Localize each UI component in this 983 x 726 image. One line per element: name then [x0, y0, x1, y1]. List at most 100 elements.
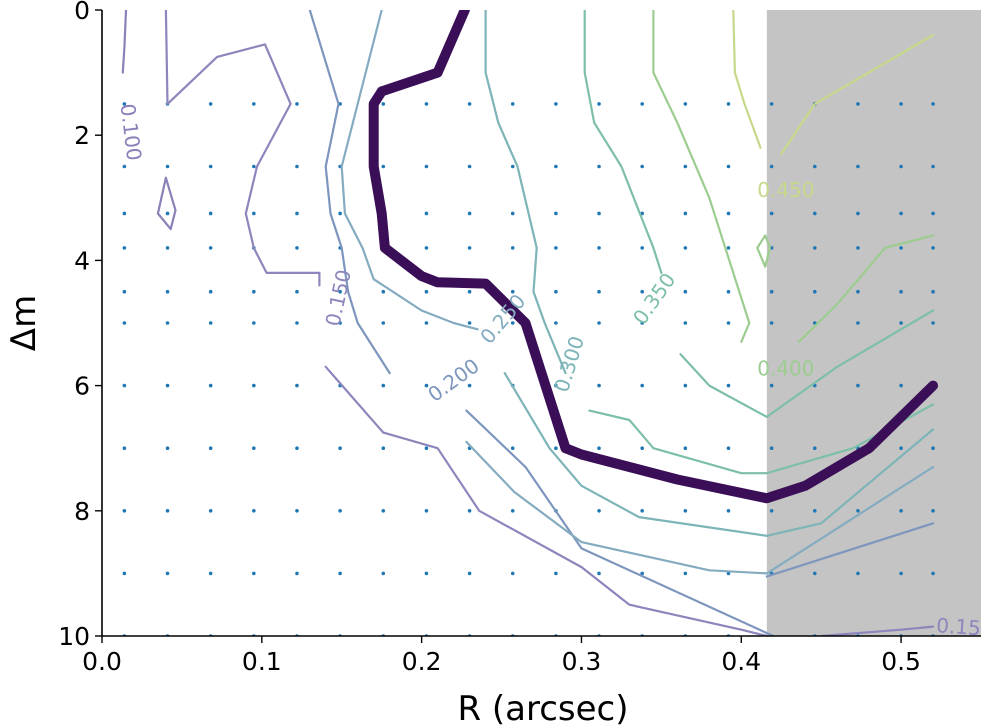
grid-point: [467, 321, 472, 325]
grid-point: [295, 211, 299, 216]
grid-point: [424, 321, 429, 325]
grid-point: [726, 289, 731, 294]
grid-point: [640, 289, 644, 294]
grid-point: [338, 321, 342, 325]
grid-point: [683, 571, 688, 576]
contour-line: [465, 440, 768, 575]
grid-point: [899, 164, 903, 169]
grid-point: [122, 102, 127, 106]
grid-point: [640, 509, 644, 513]
contour-line: [756, 234, 772, 268]
grid-point: [165, 509, 170, 513]
grid-point: [510, 211, 515, 216]
grid-point: [812, 509, 817, 513]
grid-point: [554, 102, 558, 106]
grid-point: [597, 246, 601, 250]
grid-point: [252, 321, 256, 325]
y-tick-label: 8: [74, 497, 90, 526]
grid-point: [252, 102, 256, 106]
grid-point: [726, 164, 731, 169]
y-tick-label: 2: [74, 121, 90, 150]
grid-point: [683, 509, 688, 513]
grid-point: [899, 383, 903, 388]
grid-point: [295, 446, 299, 451]
grid-point: [856, 246, 860, 250]
grid-point: [467, 102, 472, 106]
grid-point: [640, 571, 644, 576]
contour-line: [156, 176, 177, 231]
grid-point: [424, 102, 429, 106]
grid-point: [597, 571, 601, 576]
grid-point: [554, 289, 558, 294]
grid-point: [467, 164, 472, 169]
grid-point: [467, 383, 472, 388]
grid-point: [424, 446, 429, 451]
grid-point: [208, 246, 213, 250]
grid-point: [726, 571, 731, 576]
grid-point: [510, 164, 515, 169]
grid-point: [554, 383, 558, 388]
grid-point: [931, 289, 935, 294]
grid-point: [554, 571, 558, 576]
grid-point: [424, 246, 429, 250]
grid-point: [295, 571, 299, 576]
grid-point: [899, 211, 903, 216]
grid-point: [424, 289, 429, 294]
grid-point: [208, 446, 213, 451]
contour-line: [765, 403, 935, 475]
grid-point: [381, 571, 386, 576]
grid-point: [208, 509, 213, 513]
grid-point: [208, 321, 213, 325]
grid-point: [769, 383, 774, 388]
grid-point: [597, 446, 601, 451]
grid-point: [510, 446, 515, 451]
grid-point: [252, 509, 256, 513]
plot-content: 0.1000.1500.2000.2500.3000.3500.4000.450…: [116, 10, 983, 641]
grid-point: [165, 164, 170, 169]
grid-point: [338, 509, 342, 513]
grid-point: [252, 211, 256, 216]
grid-point: [856, 321, 860, 325]
grid-point: [856, 383, 860, 388]
grid-point: [931, 571, 935, 576]
contour-line: [164, 10, 321, 287]
grid-point: [208, 571, 213, 576]
grid-point: [122, 211, 127, 216]
plot-area: 0.1000.1500.2000.2500.3000.3500.4000.450…: [116, 10, 983, 641]
grid-point: [338, 571, 342, 576]
grid-point: [856, 164, 860, 169]
x-axis-title: R (arcsec): [457, 689, 628, 726]
y-tick-label: 4: [74, 246, 90, 275]
grid-point: [510, 321, 515, 325]
grid-point: [295, 102, 299, 106]
grid-point: [252, 571, 256, 576]
shaded-region: [766, 10, 981, 636]
grid-point: [165, 321, 170, 325]
grid-point: [122, 321, 127, 325]
grid-point: [856, 289, 860, 294]
x-tick-label: 0.4: [721, 647, 761, 676]
grid-point: [931, 102, 935, 106]
grid-point: [295, 509, 299, 513]
x-tick-label: 0.3: [562, 647, 602, 676]
grid-point: [726, 446, 731, 451]
grid-point: [252, 289, 256, 294]
contour-line: [308, 10, 391, 375]
grid-point: [424, 571, 429, 576]
grid-point: [554, 246, 558, 250]
contour-label: 0.150: [936, 613, 983, 641]
grid-point: [812, 571, 817, 576]
grid-point: [899, 571, 903, 576]
grid-point: [252, 383, 256, 388]
grid-point: [726, 509, 731, 513]
contour-line: [652, 10, 751, 343]
contour-line: [820, 625, 935, 636]
grid-point: [931, 211, 935, 216]
grid-point: [640, 102, 644, 106]
grid-point: [683, 321, 688, 325]
contour-line: [588, 409, 768, 475]
grid-point: [683, 246, 688, 250]
contour-line: [732, 10, 762, 149]
grid-point: [338, 289, 342, 294]
